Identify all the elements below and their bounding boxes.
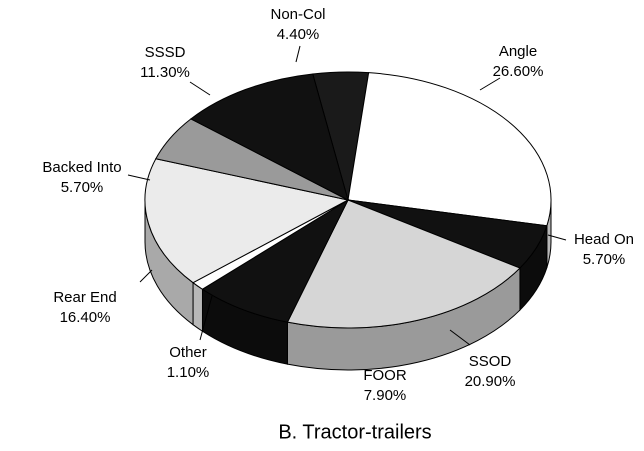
- leader-line: [449, 329, 471, 346]
- leader-line: [199, 295, 213, 341]
- slice-label: Non-Col: [270, 6, 325, 23]
- leader-line: [295, 45, 301, 63]
- slice-label: SSSD: [145, 44, 186, 61]
- pie-slice: [286, 199, 521, 329]
- pie-slice: [201, 198, 350, 323]
- chart-title: B. Tractor-trailers: [278, 421, 431, 443]
- leader-line: [189, 81, 211, 96]
- slice-label: Rear End: [53, 289, 116, 306]
- leader-line: [547, 234, 567, 241]
- value-label: 7.90%: [364, 387, 407, 404]
- pie-slice: [347, 72, 552, 227]
- slice-label: Head On: [574, 231, 634, 248]
- slice-label: Angle: [499, 43, 537, 60]
- pie-slice: [190, 73, 349, 201]
- leader-line: [479, 77, 501, 91]
- value-label: 4.40%: [277, 26, 320, 43]
- leader-line: [127, 174, 151, 181]
- pie: [144, 71, 552, 371]
- value-label: 5.70%: [583, 251, 626, 268]
- value-label: 1.10%: [167, 364, 210, 381]
- value-label: 5.70%: [61, 179, 104, 196]
- slice-label: Other: [169, 344, 207, 361]
- slice-label: FOOR: [363, 367, 406, 384]
- value-label: 20.90%: [465, 373, 516, 390]
- value-label: 16.40%: [60, 309, 111, 326]
- leader-line: [139, 269, 153, 283]
- value-label: 26.60%: [493, 63, 544, 80]
- slice-label: SSOD: [469, 353, 512, 370]
- pie-side: [192, 281, 203, 333]
- value-label: 11.30%: [140, 64, 190, 81]
- slice-label: Backed Into: [42, 159, 121, 176]
- pie-slice: [144, 158, 350, 284]
